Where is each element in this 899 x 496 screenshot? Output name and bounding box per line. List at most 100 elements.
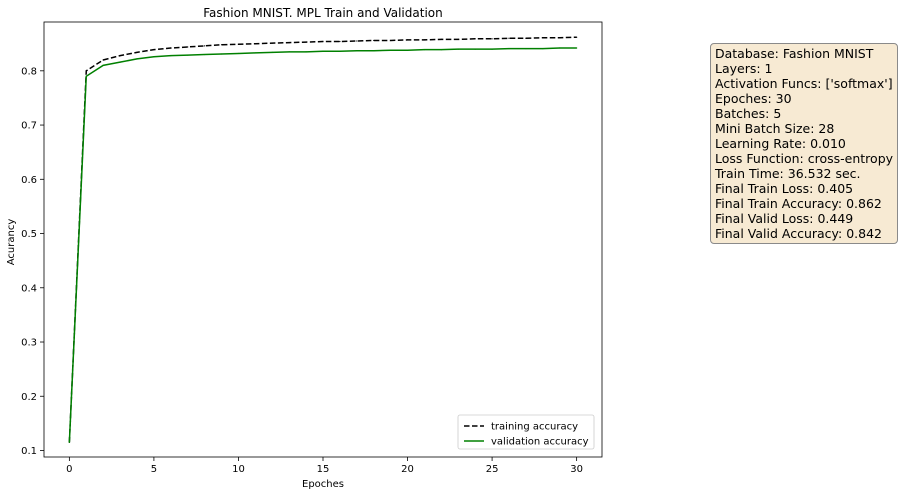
data-point-validation	[220, 53, 223, 55]
y-tick-label: 0.7	[21, 121, 37, 132]
data-point-training	[373, 39, 375, 42]
info-line-epoches: Epoches: 30	[715, 91, 792, 106]
series-line-training-accuracy	[68, 36, 577, 443]
data-point-training	[237, 43, 240, 45]
data-point-validation	[356, 50, 358, 52]
data-point-training	[457, 38, 459, 40]
plot-frame	[43, 21, 603, 458]
data-point-training	[85, 70, 87, 72]
data-point-validation	[170, 55, 172, 57]
data-point-training	[559, 37, 561, 39]
x-tick-label: 5	[151, 464, 157, 475]
data-point-training	[220, 44, 223, 46]
info-line-valid-accuracy: Final Valid Accuracy: 0.842	[715, 226, 883, 241]
y-tick-label: 0.3	[21, 338, 37, 349]
y-tick-label: 0.4	[21, 283, 37, 294]
data-point-training	[271, 42, 273, 44]
data-point-training	[119, 55, 121, 57]
data-point-training	[508, 37, 510, 39]
data-point-validation	[491, 48, 493, 50]
data-point-validation	[440, 49, 442, 51]
data-point-validation	[423, 49, 426, 51]
legend-box	[457, 414, 595, 450]
info-line-batches: Batches: 5	[715, 106, 782, 121]
x-tick-label: 30	[570, 464, 583, 475]
x-axis-label: Epoches	[302, 479, 344, 490]
data-point-validation	[406, 49, 409, 51]
data-point-validation	[305, 51, 307, 53]
chart-title: Fashion MNIST. MPL Train and Validation	[203, 6, 442, 20]
data-point-training	[474, 38, 476, 40]
data-point-validation	[187, 54, 189, 56]
data-point-validation	[85, 75, 87, 77]
data-point-training	[254, 43, 256, 45]
data-point-training	[576, 36, 578, 38]
data-point-training	[390, 39, 392, 42]
data-point-validation	[474, 48, 476, 50]
data-point-validation	[102, 64, 104, 66]
legend-label-training: training accuracy	[491, 422, 578, 433]
x-tick-label: 25	[486, 464, 499, 475]
y-tick-label: 0.2	[21, 392, 37, 403]
data-point-training	[288, 42, 290, 44]
y-tick-label: 0.1	[21, 446, 37, 457]
data-point-training	[322, 40, 324, 43]
legend-label-validation: validation accuracy	[491, 437, 589, 448]
data-point-validation	[254, 52, 256, 54]
data-point-validation	[136, 58, 138, 60]
x-tick-label: 0	[66, 464, 72, 475]
info-line-learning-rate: Learning Rate: 0.010	[715, 136, 846, 151]
training-summary-box: Database: Fashion MNIST Layers: 1 Activa…	[710, 43, 899, 244]
data-point-validation	[204, 53, 206, 56]
x-tick-label: 15	[317, 464, 330, 475]
data-point-validation	[119, 61, 121, 63]
data-point-training	[204, 45, 206, 47]
info-line-loss-function: Loss Function: cross-entropy	[715, 151, 894, 166]
y-axis-label: Acurancy	[6, 219, 17, 266]
data-point-validation	[288, 51, 290, 53]
data-point-validation	[339, 50, 341, 52]
data-point-validation	[237, 52, 240, 55]
data-point-validation	[390, 49, 392, 51]
data-point-training	[440, 38, 442, 40]
data-point-training	[356, 40, 358, 42]
info-line-train-accuracy: Final Train Accuracy: 0.862	[715, 196, 882, 211]
data-point-training	[153, 49, 155, 51]
info-line-train-loss: Final Train Loss: 0.405	[715, 181, 854, 196]
info-line-valid-loss: Final Valid Loss: 0.449	[715, 211, 854, 226]
data-point-training	[339, 40, 341, 43]
data-point-training	[491, 38, 493, 40]
data-point-training	[305, 41, 307, 43]
data-point-training	[423, 39, 426, 41]
data-point-training	[406, 39, 409, 41]
data-point-validation	[559, 47, 561, 49]
x-tick-label: 20	[401, 464, 414, 475]
x-tick-label: 10	[232, 464, 245, 475]
data-point-training	[525, 37, 527, 39]
data-point-validation	[542, 47, 544, 50]
data-point-training	[187, 46, 189, 48]
y-tick-label: 0.5	[21, 229, 37, 240]
data-point-validation	[153, 56, 155, 58]
data-point-validation	[457, 48, 459, 50]
data-point-training	[170, 47, 172, 49]
data-point-validation	[68, 441, 70, 443]
data-point-validation	[322, 50, 324, 52]
data-point-validation	[373, 50, 375, 52]
info-line-mini-batch: Mini Batch Size: 28	[715, 121, 835, 136]
data-point-training	[136, 51, 138, 53]
data-point-validation	[576, 47, 578, 49]
series-line-validation-accuracy	[68, 47, 577, 443]
info-line-train-time: Train Time: 36.532 sec.	[715, 166, 861, 181]
data-point-training	[102, 59, 104, 61]
y-tick-label: 0.8	[21, 66, 37, 77]
info-line-activation: Activation Funcs: ['softmax']	[715, 76, 893, 91]
info-line-layers: Layers: 1	[715, 61, 773, 76]
data-point-validation	[271, 51, 273, 53]
data-point-validation	[525, 47, 527, 50]
y-tick-label: 0.6	[21, 175, 37, 186]
data-point-validation	[508, 47, 510, 50]
info-line-database: Database: Fashion MNIST	[715, 46, 874, 61]
data-point-training	[542, 37, 544, 39]
